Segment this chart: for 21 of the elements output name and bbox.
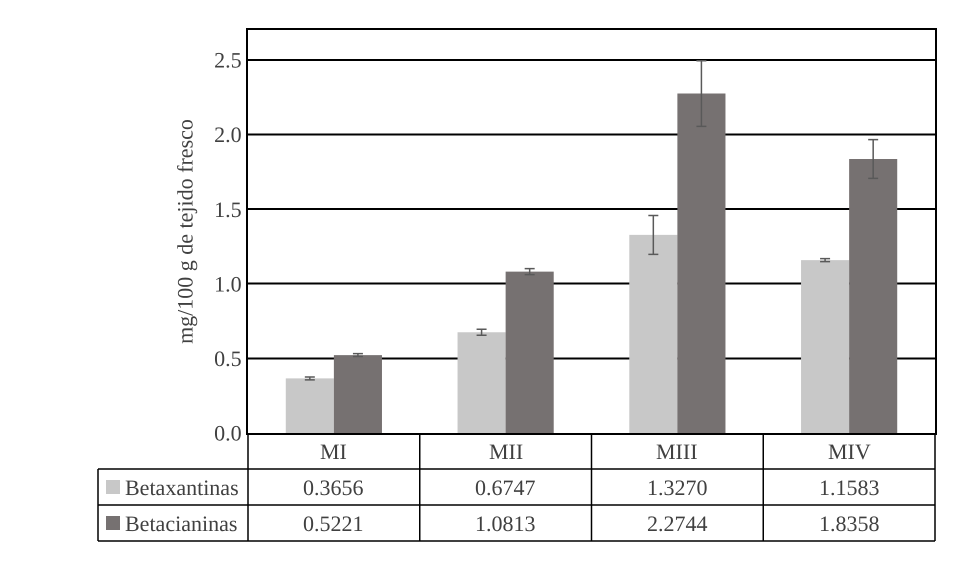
y-tick-label: 2.0 (214, 122, 242, 148)
data-label: 1.3270 (647, 475, 708, 500)
x-tick-label: MIV (828, 439, 871, 464)
x-tick-label: MI (320, 439, 347, 464)
x-tick-label: MIII (656, 439, 698, 464)
data-label: 1.0813 (475, 511, 536, 536)
y-tick-label: 0.5 (214, 346, 242, 372)
y-tick-label: 1.0 (214, 271, 242, 296)
y-tick-label: 0.0 (214, 420, 242, 446)
data-label: 0.6747 (475, 475, 536, 500)
data-label: 0.5221 (303, 511, 364, 536)
legend-label: Betacianinas (125, 511, 238, 536)
data-label: 1.8358 (819, 511, 880, 536)
data-label: 2.2744 (647, 511, 708, 536)
data-label: 0.3656 (303, 475, 364, 500)
y-tick-label: 1.5 (214, 196, 242, 222)
data-label: 1.1583 (819, 475, 880, 500)
y-tick-label: 2.5 (214, 48, 242, 73)
legend-label: Betaxantinas (125, 475, 239, 500)
y-axis-title: mg/100 g de tejido fresco (172, 119, 198, 344)
x-tick-label: MII (489, 439, 524, 464)
